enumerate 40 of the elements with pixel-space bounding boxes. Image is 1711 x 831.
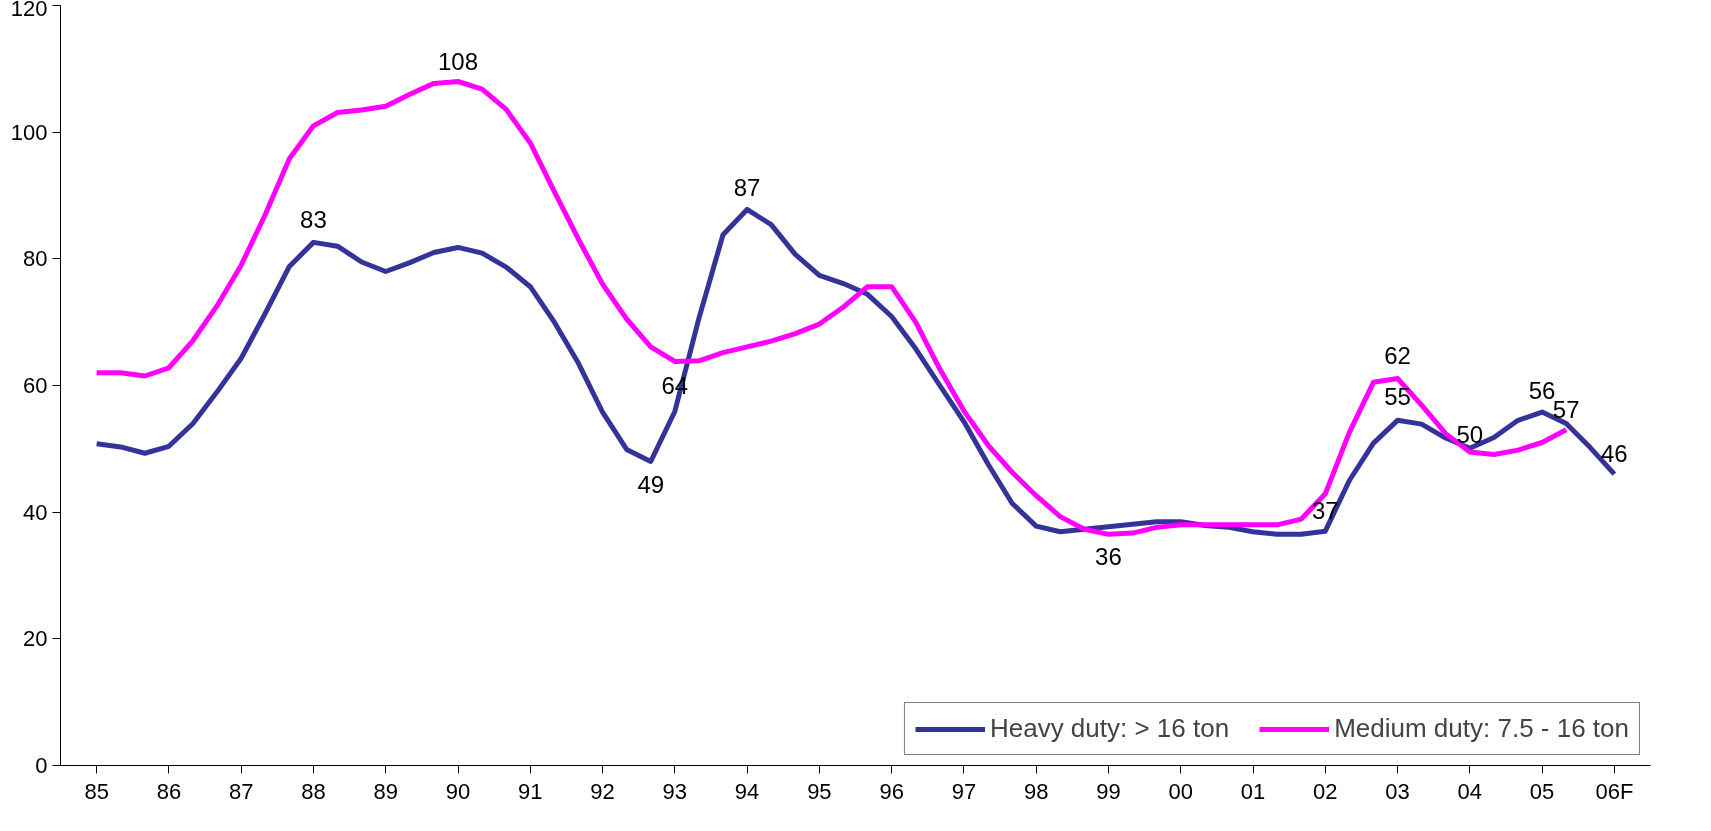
annotation: 36 — [1095, 543, 1122, 571]
annotation: 87 — [733, 174, 761, 202]
y-tick-label: 40 — [23, 499, 48, 525]
x-tick-label: 88 — [301, 778, 326, 804]
x-tick-label: 85 — [84, 778, 109, 804]
annotation: 62 — [1384, 342, 1411, 369]
x-tick-label: 95 — [807, 778, 832, 804]
x-tick-label: 02 — [1313, 778, 1338, 804]
y-tick-label: 60 — [23, 373, 48, 398]
x-tick-label: 90 — [445, 778, 471, 804]
x-tick-label: 96 — [879, 778, 904, 804]
y-tick-label: 80 — [23, 246, 48, 272]
x-tick-label: 98 — [1023, 778, 1049, 804]
x-tick-label: 97 — [951, 778, 977, 804]
y-tick-label: 20 — [23, 626, 48, 652]
y-tick-label: 0 — [35, 753, 48, 778]
x-tick-label: 06F — [1595, 778, 1634, 804]
legend-label: Heavy duty: > 16 ton — [989, 713, 1230, 744]
annotation: 55 — [1384, 383, 1411, 411]
y-tick-label: 120 — [10, 0, 48, 21]
annotation: 50 — [1456, 421, 1484, 449]
annotation: 46 — [1601, 440, 1628, 468]
x-tick-label: 01 — [1240, 778, 1266, 804]
x-tick-label: 05 — [1529, 778, 1555, 804]
x-tick-label: 04 — [1457, 778, 1483, 804]
x-tick-label: 89 — [373, 778, 398, 804]
x-tick-label: 91 — [518, 778, 543, 804]
x-tick-label: 03 — [1385, 778, 1410, 804]
x-tick-label: 86 — [156, 778, 182, 804]
annotation: 108 — [437, 47, 479, 75]
y-tick-label: 100 — [10, 119, 48, 145]
x-tick-label: 87 — [228, 778, 254, 804]
x-tick-label: 92 — [590, 778, 615, 804]
annotation: 49 — [637, 470, 665, 498]
legend-label: Medium duty: 7.5 - 16 ton — [1334, 713, 1629, 744]
x-tick-label: 00 — [1168, 778, 1193, 804]
annotation: 83 — [300, 205, 327, 233]
x-tick-label: 94 — [734, 778, 760, 804]
x-tick-label: 93 — [662, 778, 688, 804]
x-tick-label: 99 — [1096, 778, 1121, 804]
